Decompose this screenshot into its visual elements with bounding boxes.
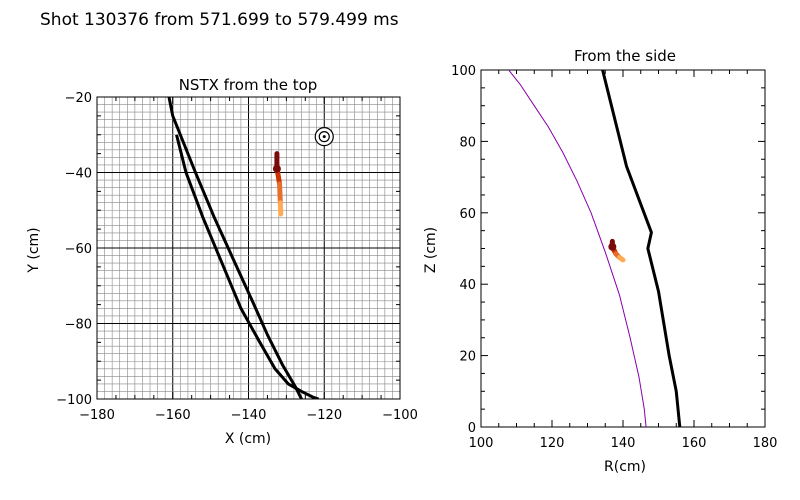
top-target-dot	[322, 135, 326, 139]
top-y-tick-label: −40	[65, 167, 92, 182]
side-y-tick-label: 80	[459, 135, 476, 150]
side-series-separatrix	[508, 70, 647, 427]
top-target-inner-ring	[318, 131, 330, 143]
side-y-axis-label: Z (cm)	[423, 227, 439, 273]
side-x-tick-label: 120	[540, 436, 565, 451]
top-panel-title: NSTX from the top	[179, 76, 318, 94]
top-series-group	[167, 97, 320, 399]
top-puff-segment	[277, 181, 283, 206]
top-x-tick-label: −120	[306, 408, 342, 423]
side-x-tick-label: 180	[753, 436, 778, 451]
side-y-tick-label: 20	[459, 350, 476, 365]
top-series-wall-inner	[175, 134, 320, 399]
side-y-tick-label: 40	[459, 278, 476, 293]
top-grid	[97, 97, 400, 399]
top-puff-path	[272, 151, 284, 217]
top-y-tick-label: −20	[65, 91, 92, 106]
side-series-group	[508, 70, 682, 427]
top-series-wall-outer	[167, 97, 303, 399]
panel-side-view: From the side R(cm) Z (cm) 100 120 140 160 1…	[423, 47, 777, 475]
figure-title: Shot 130376 from 571.699 to 579.499 ms	[40, 10, 399, 30]
side-ticks: 100 120 140 160 180 0 20 40 60 80 100	[451, 64, 777, 451]
side-puff-path	[608, 238, 626, 263]
side-y-tick-label: 0	[468, 421, 476, 436]
side-y-tick-label: 100	[451, 64, 476, 79]
side-x-tick-label: 100	[469, 436, 494, 451]
top-y-tick-label: −80	[65, 318, 92, 333]
top-x-tick-label: −180	[79, 408, 115, 423]
top-ticks: −180 −160 −140 −120 −100 −100 −80 −60 −40 −20	[56, 91, 418, 423]
side-x-tick-label: 160	[682, 436, 707, 451]
side-y-tick-label: 60	[459, 207, 476, 222]
top-y-tick-label: −100	[56, 393, 92, 408]
top-x-tick-label: −100	[382, 408, 418, 423]
side-x-axis-label: R(cm)	[604, 459, 646, 475]
top-x-tick-label: −160	[155, 408, 191, 423]
top-y-tick-label: −60	[65, 242, 92, 257]
side-plot-frame	[480, 69, 766, 428]
side-puff-point	[608, 242, 617, 251]
top-x-tick-label: −140	[231, 408, 267, 423]
panel-top-view: NSTX from the top X (cm) Y (cm) −180 −160…	[26, 76, 418, 447]
top-y-axis-label: Y (cm)	[26, 227, 42, 273]
side-puff-segment	[616, 254, 626, 263]
top-puff-point	[272, 164, 281, 173]
side-series-wall	[601, 70, 682, 427]
side-panel-title: From the side	[574, 47, 676, 65]
side-x-tick-label: 140	[611, 436, 636, 451]
top-x-axis-label: X (cm)	[225, 431, 271, 447]
